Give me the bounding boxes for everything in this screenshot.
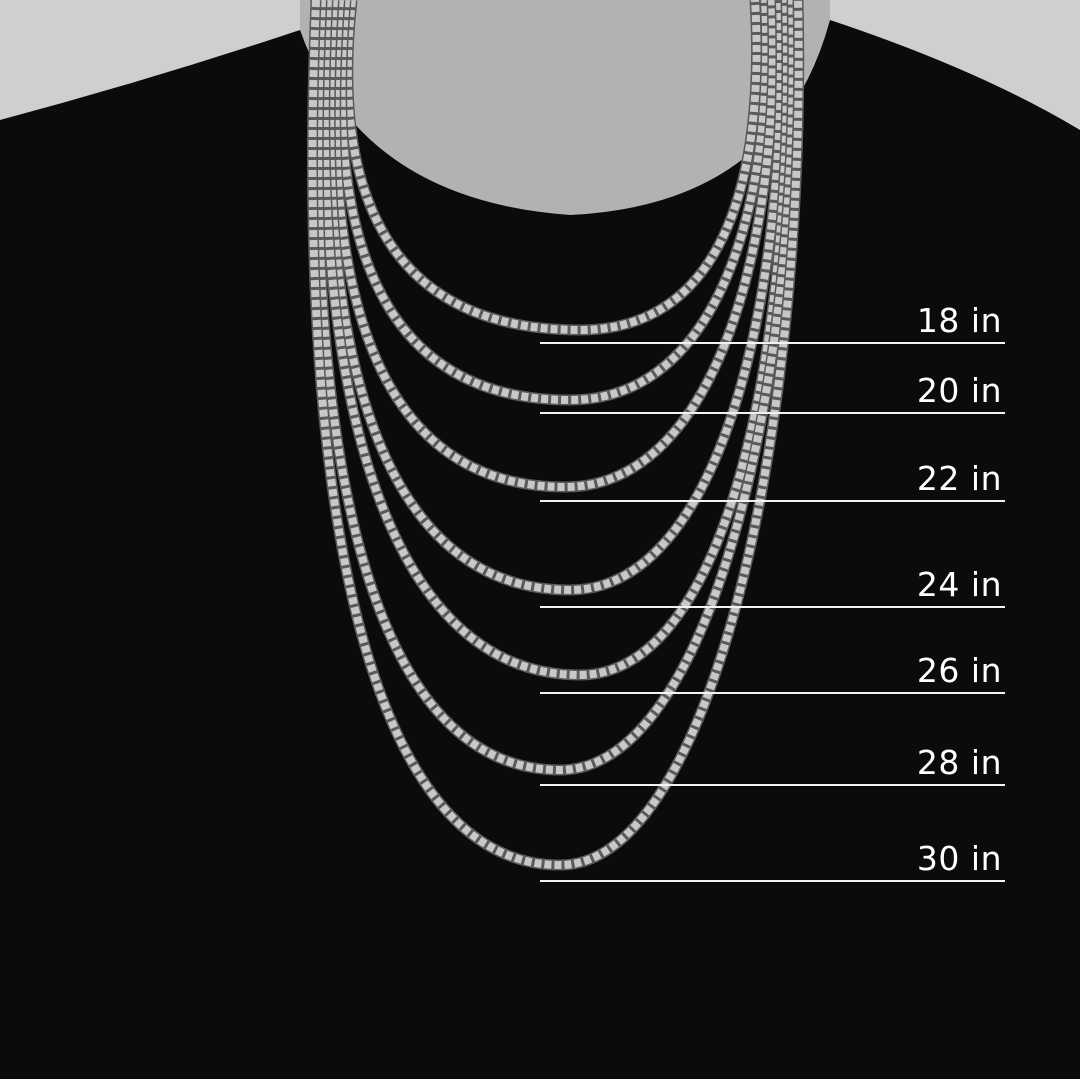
length-marker-line: [540, 880, 1005, 882]
chain-18-in: [343, 0, 761, 335]
chain-28-in: [314, 0, 797, 775]
length-marker-line: [540, 412, 1005, 414]
length-marker-line: [540, 500, 1005, 502]
chain-22-in: [331, 0, 777, 492]
length-label: 18 in: [916, 301, 1002, 340]
neck-skin: [300, 0, 830, 215]
chain-20-in: [337, 0, 771, 405]
length-label: 28 in: [916, 743, 1002, 782]
length-label: 30 in: [916, 839, 1002, 878]
chain-30-in: [308, 0, 803, 870]
length-label: 24 in: [916, 565, 1002, 604]
length-marker-line: [540, 784, 1005, 786]
length-marker-line: [540, 606, 1005, 608]
length-label: 20 in: [916, 371, 1002, 410]
chain-24-in: [326, 0, 785, 595]
chain-26-in: [320, 0, 791, 680]
chains-group: [307, 0, 805, 871]
length-label: 22 in: [916, 459, 1002, 498]
length-marker-line: [540, 692, 1005, 694]
length-label: 26 in: [916, 651, 1002, 690]
length-marker-line: [540, 342, 1005, 344]
shirt: [0, 20, 1080, 1079]
